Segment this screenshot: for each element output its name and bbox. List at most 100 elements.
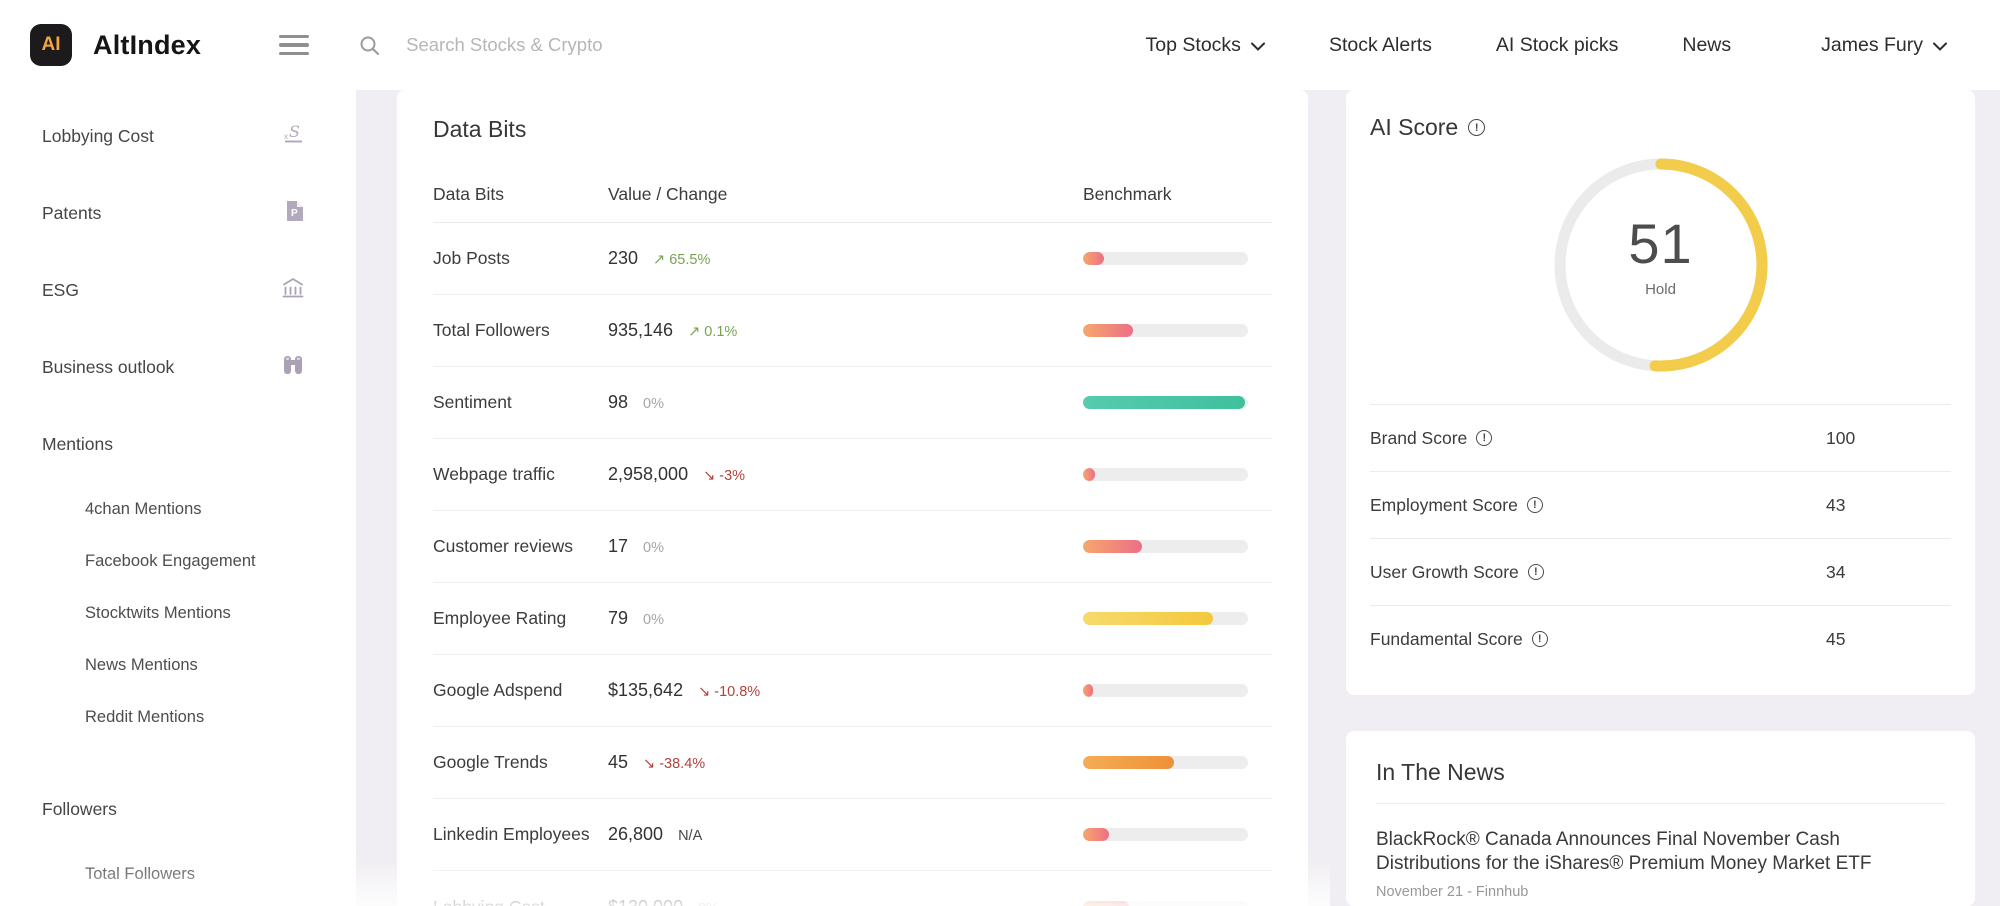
info-icon[interactable] bbox=[1527, 564, 1544, 580]
metric-value: 26,800 N/A bbox=[608, 824, 703, 844]
search-input[interactable] bbox=[406, 34, 737, 56]
svg-text:S: S bbox=[289, 122, 300, 141]
table-row-google-trends[interactable]: Google Trends 45 ↘ -38.4% bbox=[433, 727, 1272, 799]
data-bits-title: Data Bits bbox=[433, 116, 527, 142]
table-row-employee-rating[interactable]: Employee Rating 79 0% bbox=[433, 583, 1272, 655]
sidebar-item-label: Reddit Mentions bbox=[85, 707, 205, 726]
metric-value: 45 ↘ -38.4% bbox=[608, 752, 706, 772]
info-icon[interactable] bbox=[1468, 119, 1486, 136]
benchmark-bar bbox=[1083, 468, 1248, 481]
table-row-webpage-traffic[interactable]: Webpage traffic 2,958,000 ↘ -3% bbox=[433, 439, 1272, 511]
data-bits-rows: Job Posts 230 ↗ 65.5% Total Followers 935,14… bbox=[433, 223, 1272, 906]
sidebar-item-news-mentions[interactable]: News Mentions bbox=[0, 639, 356, 691]
user-menu[interactable]: James Fury bbox=[1821, 34, 1947, 57]
score-value: 100 bbox=[1826, 427, 1856, 448]
ai-score-rating: Hold bbox=[1645, 281, 1676, 298]
metric-value: 98 0% bbox=[608, 392, 664, 412]
benchmark-bar bbox=[1083, 252, 1248, 265]
table-row-sentiment[interactable]: Sentiment 98 0% bbox=[433, 367, 1272, 439]
sidebar-item-reddit-mentions[interactable]: Reddit Mentions bbox=[0, 691, 356, 743]
table-row-lobbying-cost[interactable]: Lobbying Cost$130,0000% bbox=[433, 871, 1272, 906]
benchmark-bar-fill bbox=[1083, 540, 1143, 553]
col-header-value-change: Value / Change bbox=[608, 184, 728, 204]
benchmark-bar bbox=[1083, 396, 1248, 409]
binoculars-icon bbox=[281, 354, 305, 381]
metric-label: Employee Rating bbox=[433, 608, 567, 628]
in-the-news-card: In The News BlackRock® Canada Announces … bbox=[1346, 731, 1975, 906]
benchmark-bar-fill bbox=[1083, 756, 1174, 769]
brand-name[interactable]: AltIndex bbox=[93, 29, 202, 60]
altindex-logo[interactable]: AI bbox=[30, 24, 72, 66]
main-nav: Top Stocks Stock Alerts AI Stock picks N… bbox=[1146, 34, 1947, 57]
right-column: AI Score 51 Hold Brand Score 100 bbox=[1346, 90, 1975, 906]
score-value: 45 bbox=[1826, 628, 1846, 649]
metric-value: 17 0% bbox=[608, 536, 664, 556]
info-icon[interactable] bbox=[1476, 430, 1493, 446]
nav-news[interactable]: News bbox=[1682, 33, 1732, 56]
landmark-icon bbox=[281, 276, 305, 305]
score-row-employment: Employment Score 43 bbox=[1370, 471, 1951, 538]
sidebar-item-label: Lobbying Cost bbox=[42, 126, 154, 146]
metric-label: Google Trends bbox=[433, 752, 548, 772]
metric-value: 230 ↗ 65.5% bbox=[608, 248, 711, 268]
sidebar-item-business-outlook[interactable]: Business outlook bbox=[0, 329, 356, 406]
sidebar-item-esg[interactable]: ESG bbox=[0, 252, 356, 329]
nav-top-stocks[interactable]: Top Stocks bbox=[1146, 34, 1265, 57]
nav-ai-stock-picks[interactable]: AI Stock picks bbox=[1495, 33, 1619, 56]
search-icon bbox=[360, 36, 380, 55]
sidebar-item-stocktwits-mentions[interactable]: Stocktwits Mentions bbox=[0, 587, 356, 639]
table-row-total-followers[interactable]: Total Followers 935,146 ↗ 0.1% bbox=[433, 295, 1272, 367]
score-value: 43 bbox=[1826, 494, 1846, 515]
info-icon[interactable] bbox=[1531, 631, 1548, 647]
sidebar-item-label: Total Followers bbox=[85, 864, 196, 883]
sidebar-item-label: News Mentions bbox=[85, 655, 198, 674]
metric-change: ↗ 0.1% bbox=[688, 324, 738, 340]
sidebar-item-total-followers[interactable]: Total Followers bbox=[0, 848, 356, 900]
table-row-job-posts[interactable]: Job Posts 230 ↗ 65.5% bbox=[433, 223, 1272, 295]
svg-text:x: x bbox=[284, 132, 288, 141]
table-row-google-adspend[interactable]: Google Adspend $135,642 ↘ -10.8% bbox=[433, 655, 1272, 727]
metric-label: Sentiment bbox=[433, 392, 512, 412]
sidebar-item-patents[interactable]: Patents P bbox=[0, 175, 356, 252]
benchmark-bar bbox=[1083, 756, 1248, 769]
benchmark-bar bbox=[1083, 684, 1248, 697]
ai-score-card: AI Score 51 Hold Brand Score 100 bbox=[1346, 90, 1975, 695]
metric-change: N/A bbox=[678, 828, 703, 844]
metric-value: $130,0000% bbox=[608, 897, 1083, 906]
metric-change: ↘ -38.4% bbox=[643, 756, 706, 772]
benchmark-bar-fill bbox=[1083, 324, 1133, 337]
sidebar-item-facebook-engagement[interactable]: Facebook Engagement bbox=[0, 535, 356, 587]
sidebar-item-label: Mentions bbox=[42, 434, 114, 454]
news-headline-link[interactable]: BlackRock® Canada Announces Final Novemb… bbox=[1376, 829, 1872, 874]
sidebar-item-mentions[interactable]: Mentions bbox=[0, 406, 356, 483]
sidebar-item-followers[interactable]: Followers bbox=[0, 771, 356, 848]
benchmark-bar-fill bbox=[1083, 684, 1093, 697]
search-bar bbox=[359, 34, 737, 56]
ai-score-value: 51 bbox=[1628, 212, 1693, 275]
info-icon[interactable] bbox=[1526, 497, 1543, 513]
sidebar-item-label: Stocktwits Mentions bbox=[85, 603, 231, 622]
benchmark-bar bbox=[1083, 612, 1248, 625]
user-name: James Fury bbox=[1821, 33, 1923, 56]
benchmark-bar bbox=[1083, 540, 1248, 553]
table-row-customer-reviews[interactable]: Customer reviews 17 0% bbox=[433, 511, 1272, 583]
metric-value: 79 0% bbox=[608, 608, 664, 628]
benchmark-bar-fill bbox=[1083, 612, 1214, 625]
news-title: In The News bbox=[1376, 759, 1505, 785]
metric-label: Linkedin Employees bbox=[433, 824, 590, 844]
news-meta: November 21 - Finnhub bbox=[1376, 884, 1529, 900]
benchmark-bar-fill bbox=[1083, 396, 1245, 409]
hamburger-menu-icon[interactable] bbox=[279, 30, 310, 61]
sidebar-item-label: Patents bbox=[42, 203, 102, 223]
metric-change: 0% bbox=[643, 540, 664, 556]
sidebar-item-4chan-mentions[interactable]: 4chan Mentions bbox=[0, 483, 356, 535]
metric-label: Total Followers bbox=[433, 320, 550, 340]
table-row-linkedin-employees[interactable]: Linkedin Employees 26,800 N/A bbox=[433, 799, 1272, 871]
score-value: 34 bbox=[1826, 561, 1846, 582]
benchmark-bar bbox=[1083, 900, 1248, 906]
nav-stock-alerts[interactable]: Stock Alerts bbox=[1328, 33, 1432, 56]
